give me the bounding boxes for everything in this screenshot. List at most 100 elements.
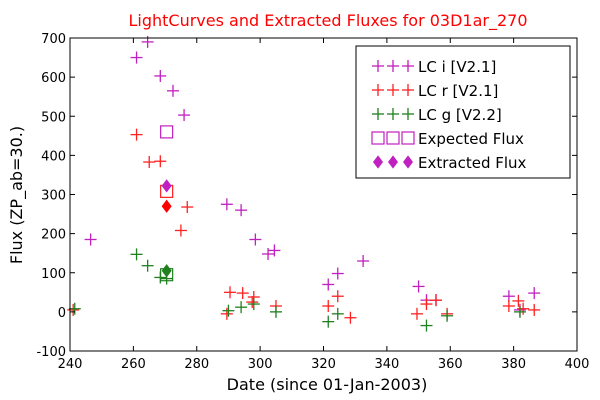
legend-item-3-marker-1-box: [386, 131, 400, 145]
y-tick-label-3: 200: [41, 228, 66, 243]
x-tick-label-1: 260: [121, 357, 146, 372]
data-point-s1-p22: [528, 303, 541, 316]
x-tick-label-7: 380: [501, 357, 526, 372]
data-point-s1-p9: [246, 296, 259, 309]
data-point-s2-p5: [222, 304, 235, 317]
data-point-s2-p0: [68, 302, 81, 315]
legend-item-4-marker-0: [373, 155, 383, 169]
legend-item-3-label: Expected Flux: [418, 130, 524, 148]
legend-item-2-marker-1: [387, 108, 399, 120]
data-point-s1-p2: [143, 156, 156, 169]
data-point-s1-p12: [322, 300, 335, 313]
chart-title: LightCurves and Extracted Fluxes for 03D…: [128, 11, 527, 31]
data-point-s1-p6: [220, 307, 233, 320]
data-point-s1-p4: [174, 224, 187, 237]
data-point-s2-p1: [130, 248, 143, 261]
legend-item-4-marker-1-shape: [388, 155, 398, 169]
data-point-s0-p4: [166, 84, 179, 97]
x-tick-label-0: 240: [58, 357, 83, 372]
legend-item-3-marker-2: [401, 131, 415, 145]
data-point-s1-p16: [420, 298, 433, 311]
data-point-s1-p7: [224, 286, 237, 299]
legend-item-4-marker-2: [403, 155, 413, 169]
y-tick-label-8: 700: [41, 32, 66, 47]
data-point-s0-p11: [322, 278, 335, 291]
data-point-s0-p13: [357, 255, 370, 268]
y-tick-label-4: 300: [41, 189, 66, 204]
data-point-s0-p8: [249, 233, 262, 246]
data-point-s0-p14: [412, 280, 425, 293]
data-point-s1-p21: [517, 302, 530, 315]
data-point-s2-p7: [247, 298, 260, 311]
data-point-s0-p10: [268, 244, 281, 257]
legend-item-1-marker-0: [372, 84, 384, 96]
data-point-s1-p13: [331, 290, 344, 303]
legend-item-4: Extracted Flux: [373, 154, 527, 172]
x-tick-label-3: 300: [248, 357, 273, 372]
data-point-s1-p1: [130, 128, 143, 141]
legend-item-4-marker-1: [388, 155, 398, 169]
data-point-s0-p12: [331, 267, 344, 280]
legend: LC i [V2.1] LC r [V2.1] LC g [V2.2] Expecte…: [355, 45, 571, 179]
legend-item-0: LC i [V2.1]: [372, 58, 496, 76]
legend-item-3-marker-0-box: [371, 131, 385, 145]
legend-item-0-label: LC i [V2.1]: [418, 58, 496, 76]
data-point-s4-p1-shape: [161, 199, 172, 213]
x-tick-label-4: 320: [311, 357, 336, 372]
data-point-s3-p0-box: [160, 125, 174, 139]
legend-box: [355, 45, 571, 179]
data-point-s0-p9: [262, 247, 275, 260]
data-point-s4-p1: [161, 199, 172, 213]
x-tick-label-5: 340: [374, 357, 399, 372]
series-4: [161, 179, 172, 278]
x-tick-label-2: 280: [184, 357, 209, 372]
plot-area: [67, 35, 541, 332]
legend-item-2-label: LC g [V2.2]: [418, 106, 502, 124]
legend-item-1-marker-1: [387, 84, 399, 96]
data-point-s4-p0-shape: [161, 179, 172, 193]
y-tick-label-1: 0: [58, 306, 66, 321]
data-point-s1-p15: [410, 307, 423, 320]
data-point-s0-p0: [84, 233, 97, 246]
data-point-s1-p19: [502, 300, 515, 313]
data-point-s0-p7: [235, 204, 248, 217]
legend-item-3-marker-1: [386, 131, 400, 145]
legend-item-4-marker-0-shape: [373, 155, 383, 169]
legend-item-4-marker-2-shape: [403, 155, 413, 169]
data-point-s2-p11: [420, 319, 433, 332]
legend-item-4-label: Extracted Flux: [418, 154, 527, 172]
legend-item-0-marker-1: [387, 60, 399, 72]
y-tick-label-7: 600: [41, 71, 66, 86]
data-point-s4-p2-shape: [161, 264, 172, 278]
data-point-s0-p19: [528, 287, 541, 300]
x-tick-label-8: 400: [565, 357, 590, 372]
legend-item-3-marker-0: [371, 131, 385, 145]
data-point-s2-p2: [141, 259, 154, 272]
y-axis-title: Flux (ZP_ab=30.): [7, 126, 27, 264]
data-point-s2-p8: [269, 305, 282, 318]
axis-ticks: 240 260 280 300 320 340 360 380 400 -100 0 100 200 30…: [36, 32, 589, 372]
data-point-s2-p10: [331, 307, 344, 320]
legend-item-2-marker-0: [372, 108, 384, 120]
legend-item-2-marker-2: [402, 108, 414, 120]
y-tick-label-5: 400: [41, 149, 66, 164]
data-point-s1-p8: [236, 287, 249, 300]
legend-item-3-marker-2-box: [401, 131, 415, 145]
data-point-s0-p6: [220, 198, 233, 211]
legend-item-0-marker-0: [372, 60, 384, 72]
data-point-s0-p5: [178, 109, 191, 122]
y-tick-label-2: 100: [41, 267, 66, 282]
data-point-s0-p3: [154, 69, 167, 82]
data-point-s2-p6: [235, 301, 248, 314]
data-point-s3-p0: [160, 125, 174, 139]
legend-item-1: LC r [V2.1]: [372, 82, 498, 100]
data-point-s4-p2: [161, 264, 172, 278]
data-point-s2-p12: [441, 309, 454, 322]
y-tick-label-0: -100: [36, 345, 66, 360]
data-point-s4-p0: [161, 179, 172, 193]
legend-item-1-label: LC r [V2.1]: [418, 82, 498, 100]
x-tick-label-6: 360: [438, 357, 463, 372]
data-point-s1-p3: [154, 155, 167, 168]
legend-item-0-marker-2: [402, 60, 414, 72]
